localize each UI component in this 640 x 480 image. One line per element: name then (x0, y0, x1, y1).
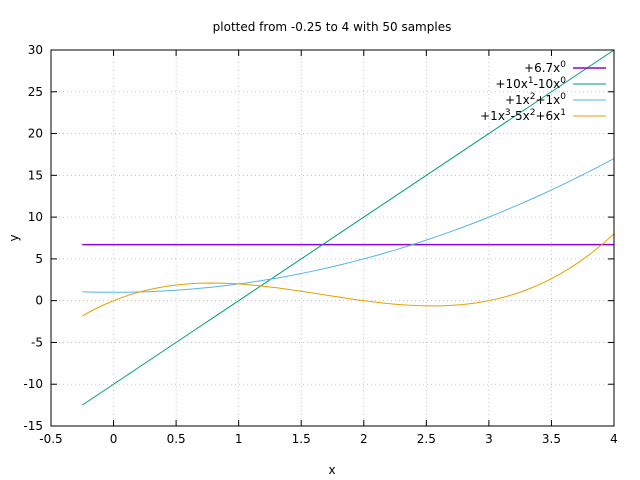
y-tick-label: 10 (28, 210, 43, 224)
y-tick-label: 15 (28, 168, 43, 182)
legend: +6.7x0+10x1-10x0+1x2+1x0+1x3-5x2+6x1 (480, 60, 606, 123)
y-tick-label: -5 (31, 335, 43, 349)
x-tick-label: 0.5 (167, 432, 186, 446)
plot-frame (50, 49, 615, 427)
legend-label-1: +6.7x0 (524, 60, 566, 75)
series-line-3 (82, 158, 614, 293)
x-tick-label: 2.5 (417, 432, 436, 446)
plot-lines (82, 50, 614, 406)
y-tick-label: -15 (23, 419, 43, 433)
x-tick-label: 1.5 (292, 432, 311, 446)
y-axis-label: y (7, 234, 21, 241)
x-axis-label: x (328, 463, 335, 477)
x-tick-label: 1 (235, 432, 243, 446)
x-tick-label: 4 (610, 432, 618, 446)
legend-label-2: +10x1-10x0 (495, 76, 566, 91)
y-tick-label: -10 (23, 377, 43, 391)
y-tick-label: 30 (28, 43, 43, 57)
chart-title: plotted from -0.25 to 4 with 50 samples (213, 20, 452, 34)
legend-label-4: +1x3-5x2+6x1 (480, 108, 566, 123)
y-tick-label: 5 (35, 252, 43, 266)
y-tick-label: 20 (28, 127, 43, 141)
y-tick-label: 0 (35, 294, 43, 308)
x-tick-label: -0.5 (39, 432, 62, 446)
legend-label-3: +1x2+1x0 (505, 92, 566, 107)
series-line-2 (82, 50, 614, 406)
x-tick-label: 0 (110, 432, 118, 446)
x-tick-label: 2 (360, 432, 368, 446)
x-tick-label: 3.5 (542, 432, 561, 446)
grid (51, 50, 614, 426)
ticks: -0.5 0 0.5 1 1.5 2 2.5 3 3.5 4 -15 -10 -5 0 5 10 15 20 25 3… (23, 43, 617, 446)
x-tick-label: 3 (485, 432, 493, 446)
series-line-4 (82, 233, 614, 317)
y-tick-label: 25 (28, 85, 43, 99)
